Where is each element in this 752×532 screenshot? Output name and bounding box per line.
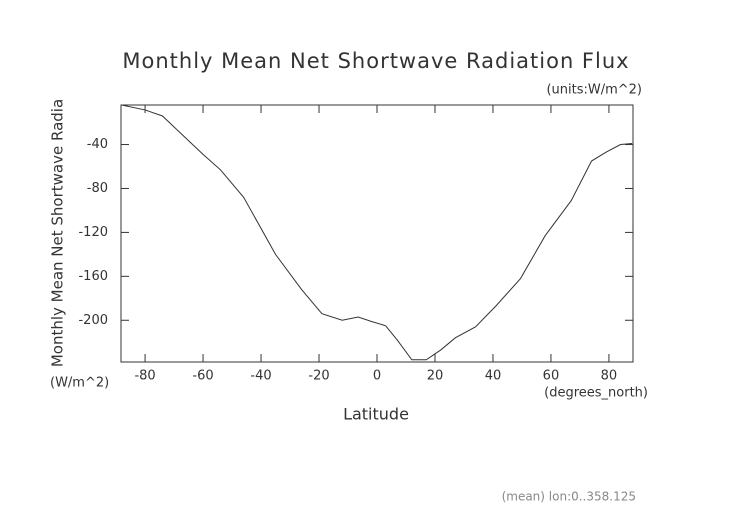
y-tick-label: -80 <box>87 181 108 196</box>
x-tick-label: -40 <box>250 369 271 384</box>
y-tick-label: -120 <box>78 225 108 240</box>
x-tick-label: -20 <box>308 369 329 384</box>
units-label: (units:W/m^2) <box>546 83 642 98</box>
y-tick-label: -200 <box>78 313 108 328</box>
y-axis-label: Monthly Mean Net Shortwave Radia <box>49 99 67 367</box>
x-tick-label: 60 <box>543 369 560 384</box>
x-tick-label: -80 <box>134 369 155 384</box>
x-tick-label: 20 <box>427 369 444 384</box>
chart-title: Monthly Mean Net Shortwave Radiation Flu… <box>122 49 629 73</box>
x-axis-label: Latitude <box>343 405 409 424</box>
y-tick-label: -40 <box>87 137 108 152</box>
y-tick-label: -160 <box>78 269 108 284</box>
x-tick-label: -60 <box>192 369 213 384</box>
x-tick-label: 80 <box>601 369 618 384</box>
y-units: (W/m^2) <box>50 376 109 391</box>
data-line <box>121 104 633 361</box>
x-tick-label: 40 <box>485 369 502 384</box>
x-tick-label: 0 <box>373 369 381 384</box>
footnote: (mean) lon:0..358.125 <box>502 490 636 504</box>
x-units: (degrees_north) <box>544 386 648 401</box>
